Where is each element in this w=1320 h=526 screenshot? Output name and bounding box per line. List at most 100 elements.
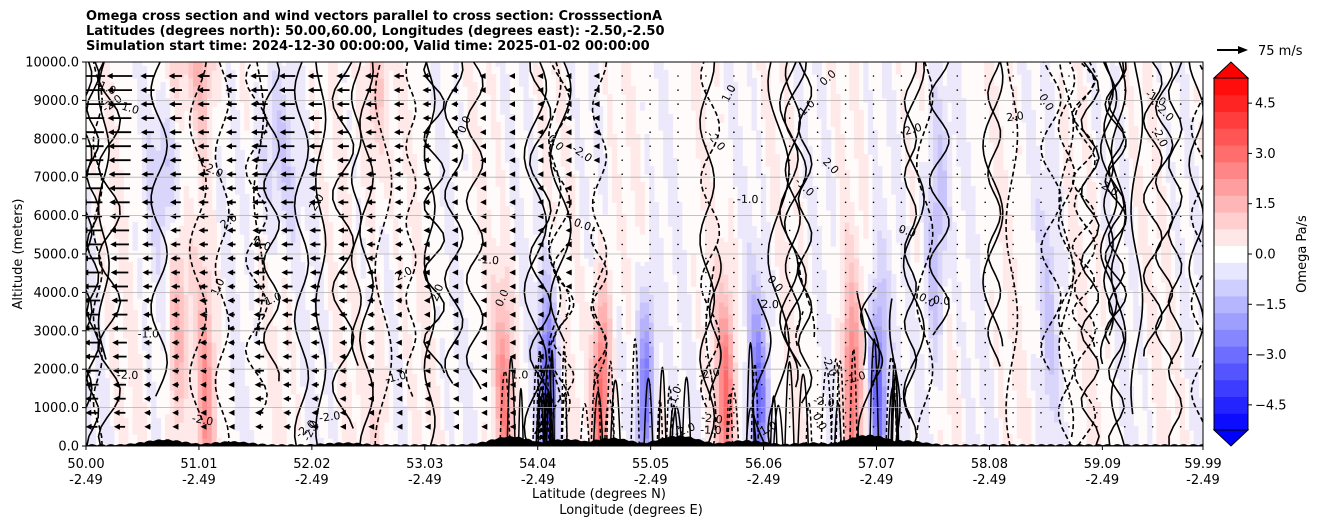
omega-cell (127, 326, 134, 331)
omega-cell (132, 242, 138, 247)
omega-cell (86, 254, 92, 259)
omega-cell (118, 402, 124, 407)
omega-cell (123, 234, 129, 239)
omega-cell (137, 90, 143, 95)
omega-cell (113, 170, 120, 175)
omega-cell (109, 346, 115, 351)
omega-cell (118, 434, 124, 439)
omega-cell (137, 262, 143, 267)
omega-cell (104, 422, 110, 427)
omega-cell (132, 66, 138, 71)
omega-cell (109, 314, 115, 319)
omega-cell (118, 182, 124, 187)
omega-cell (132, 378, 138, 383)
omega-cell (118, 194, 124, 199)
omega-cell (123, 218, 129, 223)
omega-cell (113, 390, 120, 395)
omega-cell (137, 398, 143, 403)
omega-cell (99, 350, 106, 355)
omega-cell (127, 366, 134, 371)
omega-cell (123, 294, 129, 299)
omega-cell (137, 94, 143, 99)
omega-cell (104, 286, 110, 291)
omega-cell (137, 418, 143, 423)
omega-cell (104, 66, 110, 71)
omega-cell (132, 426, 138, 431)
omega-cell (104, 310, 110, 315)
omega-cell (109, 426, 115, 431)
omega-cell (127, 370, 134, 375)
omega-cell (113, 150, 120, 155)
omega-cell (127, 378, 134, 383)
omega-cell (104, 410, 110, 415)
omega-cell (86, 390, 92, 395)
omega-cell (123, 274, 129, 279)
omega-cell (95, 374, 101, 379)
omega-cell (127, 330, 134, 335)
omega-cell (132, 238, 138, 243)
omega-cell (86, 198, 92, 203)
omega-cell (118, 170, 124, 175)
omega-cell (104, 102, 110, 107)
omega-cell (99, 410, 106, 415)
omega-cell (95, 366, 101, 371)
omega-cell (104, 90, 110, 95)
omega-cell (90, 166, 96, 171)
omega-cell (113, 202, 120, 207)
omega-cell (90, 282, 96, 287)
omega-cell (95, 294, 101, 299)
omega-cell (132, 430, 138, 435)
omega-cell (113, 174, 120, 179)
omega-cell (113, 406, 120, 411)
omega-cell (99, 250, 106, 255)
omega-cell (132, 346, 138, 351)
omega-cell (132, 370, 138, 375)
omega-cell (113, 426, 120, 431)
omega-cell (86, 282, 92, 287)
omega-cell (123, 426, 129, 431)
omega-cell (113, 422, 120, 427)
omega-cell (95, 362, 101, 367)
omega-cell (123, 306, 129, 311)
omega-cell (132, 310, 138, 315)
omega-cell (90, 334, 96, 339)
omega-cell (118, 230, 124, 235)
omega-cell (137, 406, 143, 411)
omega-cell (86, 442, 92, 446)
omega-cell (90, 330, 96, 335)
omega-cell (90, 154, 96, 159)
omega-cell (118, 258, 124, 263)
omega-cell (118, 210, 124, 215)
omega-cell (104, 110, 110, 115)
omega-cell (127, 298, 134, 303)
omega-cell (118, 266, 124, 271)
omega-cell (113, 206, 120, 211)
omega-cell (86, 222, 92, 227)
omega-cell (109, 310, 115, 315)
omega-cell (137, 78, 143, 83)
omega-cell (137, 386, 143, 391)
omega-cell (109, 146, 115, 151)
omega-cell (95, 198, 101, 203)
omega-cell (104, 86, 110, 91)
omega-cell (86, 418, 92, 423)
omega-cell (127, 346, 134, 351)
omega-cell (99, 378, 106, 383)
omega-cell (132, 342, 138, 347)
omega-cell (109, 82, 115, 87)
omega-cell (99, 258, 106, 263)
omega-cell (104, 74, 110, 79)
omega-cell (90, 250, 96, 255)
omega-cell (113, 414, 120, 419)
omega-cell (99, 386, 106, 391)
omega-cell (90, 234, 96, 239)
omega-cell (113, 142, 120, 147)
omega-cell (90, 246, 96, 251)
omega-cell (90, 434, 96, 439)
omega-cell (137, 114, 143, 119)
omega-cell (86, 402, 92, 407)
omega-cell (109, 142, 115, 147)
omega-cell (123, 250, 129, 255)
omega-cell (127, 318, 134, 323)
